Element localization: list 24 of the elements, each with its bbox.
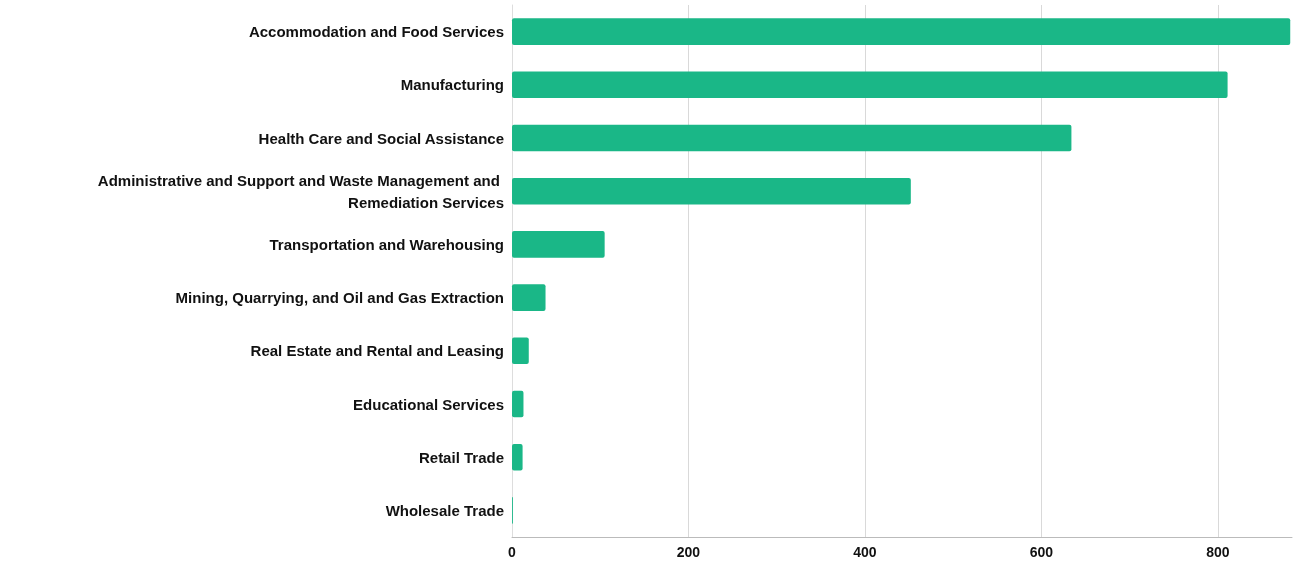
x-tick-label: 800 — [1206, 544, 1230, 560]
bar — [512, 231, 605, 258]
y-tick-label: Administrative and Support and Waste Management and Remediation Services — [97, 171, 504, 211]
bar — [512, 443, 523, 471]
bar — [512, 390, 524, 418]
y-tick-label: Retail Trade — [418, 448, 504, 466]
bar — [512, 284, 546, 311]
x-tick-label: 200 — [676, 544, 701, 560]
x-tick-label: 0 — [508, 544, 517, 560]
x-tick-label: 600 — [1029, 544, 1054, 560]
y-tick-label: Transportation and Warehousing — [269, 235, 504, 253]
y-tick-label: Real Estate and Rental and Leasing — [250, 342, 504, 360]
bar — [512, 337, 529, 365]
y-tick-label: Health Care and Social Assistance — [258, 129, 504, 147]
bar — [512, 124, 1072, 152]
bar — [512, 71, 1228, 99]
y-tick-label: Educational Services — [353, 395, 504, 413]
y-tick-label: Wholesale Trade — [385, 501, 504, 519]
x-tick-label: 400 — [853, 544, 877, 560]
bar — [512, 177, 911, 205]
bar — [512, 18, 1291, 45]
y-tick-label: Manufacturing — [400, 76, 504, 94]
y-tick-label: Mining, Quarrying, and Oil and Gas Extraction — [175, 289, 504, 307]
y-tick-label: Accommodation and Food Services — [248, 23, 504, 41]
